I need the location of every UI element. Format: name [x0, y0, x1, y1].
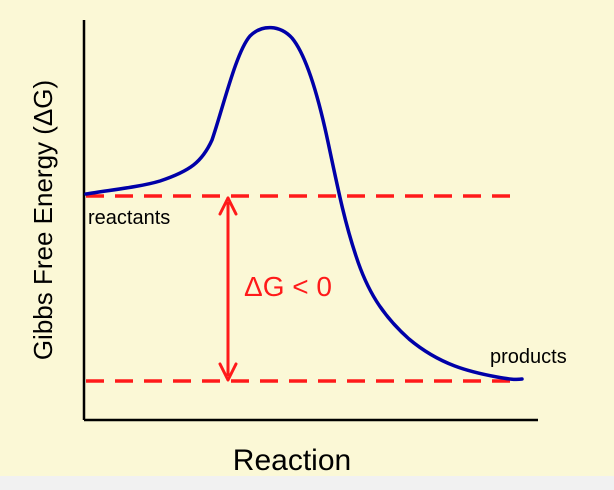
y-axis-label: Gibbs Free Energy (ΔG) — [28, 80, 58, 360]
x-axis-label: Reaction — [233, 444, 351, 477]
diagram-panel — [0, 0, 614, 476]
reactants-label: reactants — [88, 207, 170, 229]
products-label: products — [490, 346, 567, 368]
delta-g-arrow-bottom-head — [218, 362, 238, 382]
reaction-energy-curve — [84, 25, 524, 382]
delta-g-arrow-top-head — [218, 196, 238, 216]
delta-g-label: ΔG < 0 — [244, 271, 332, 302]
